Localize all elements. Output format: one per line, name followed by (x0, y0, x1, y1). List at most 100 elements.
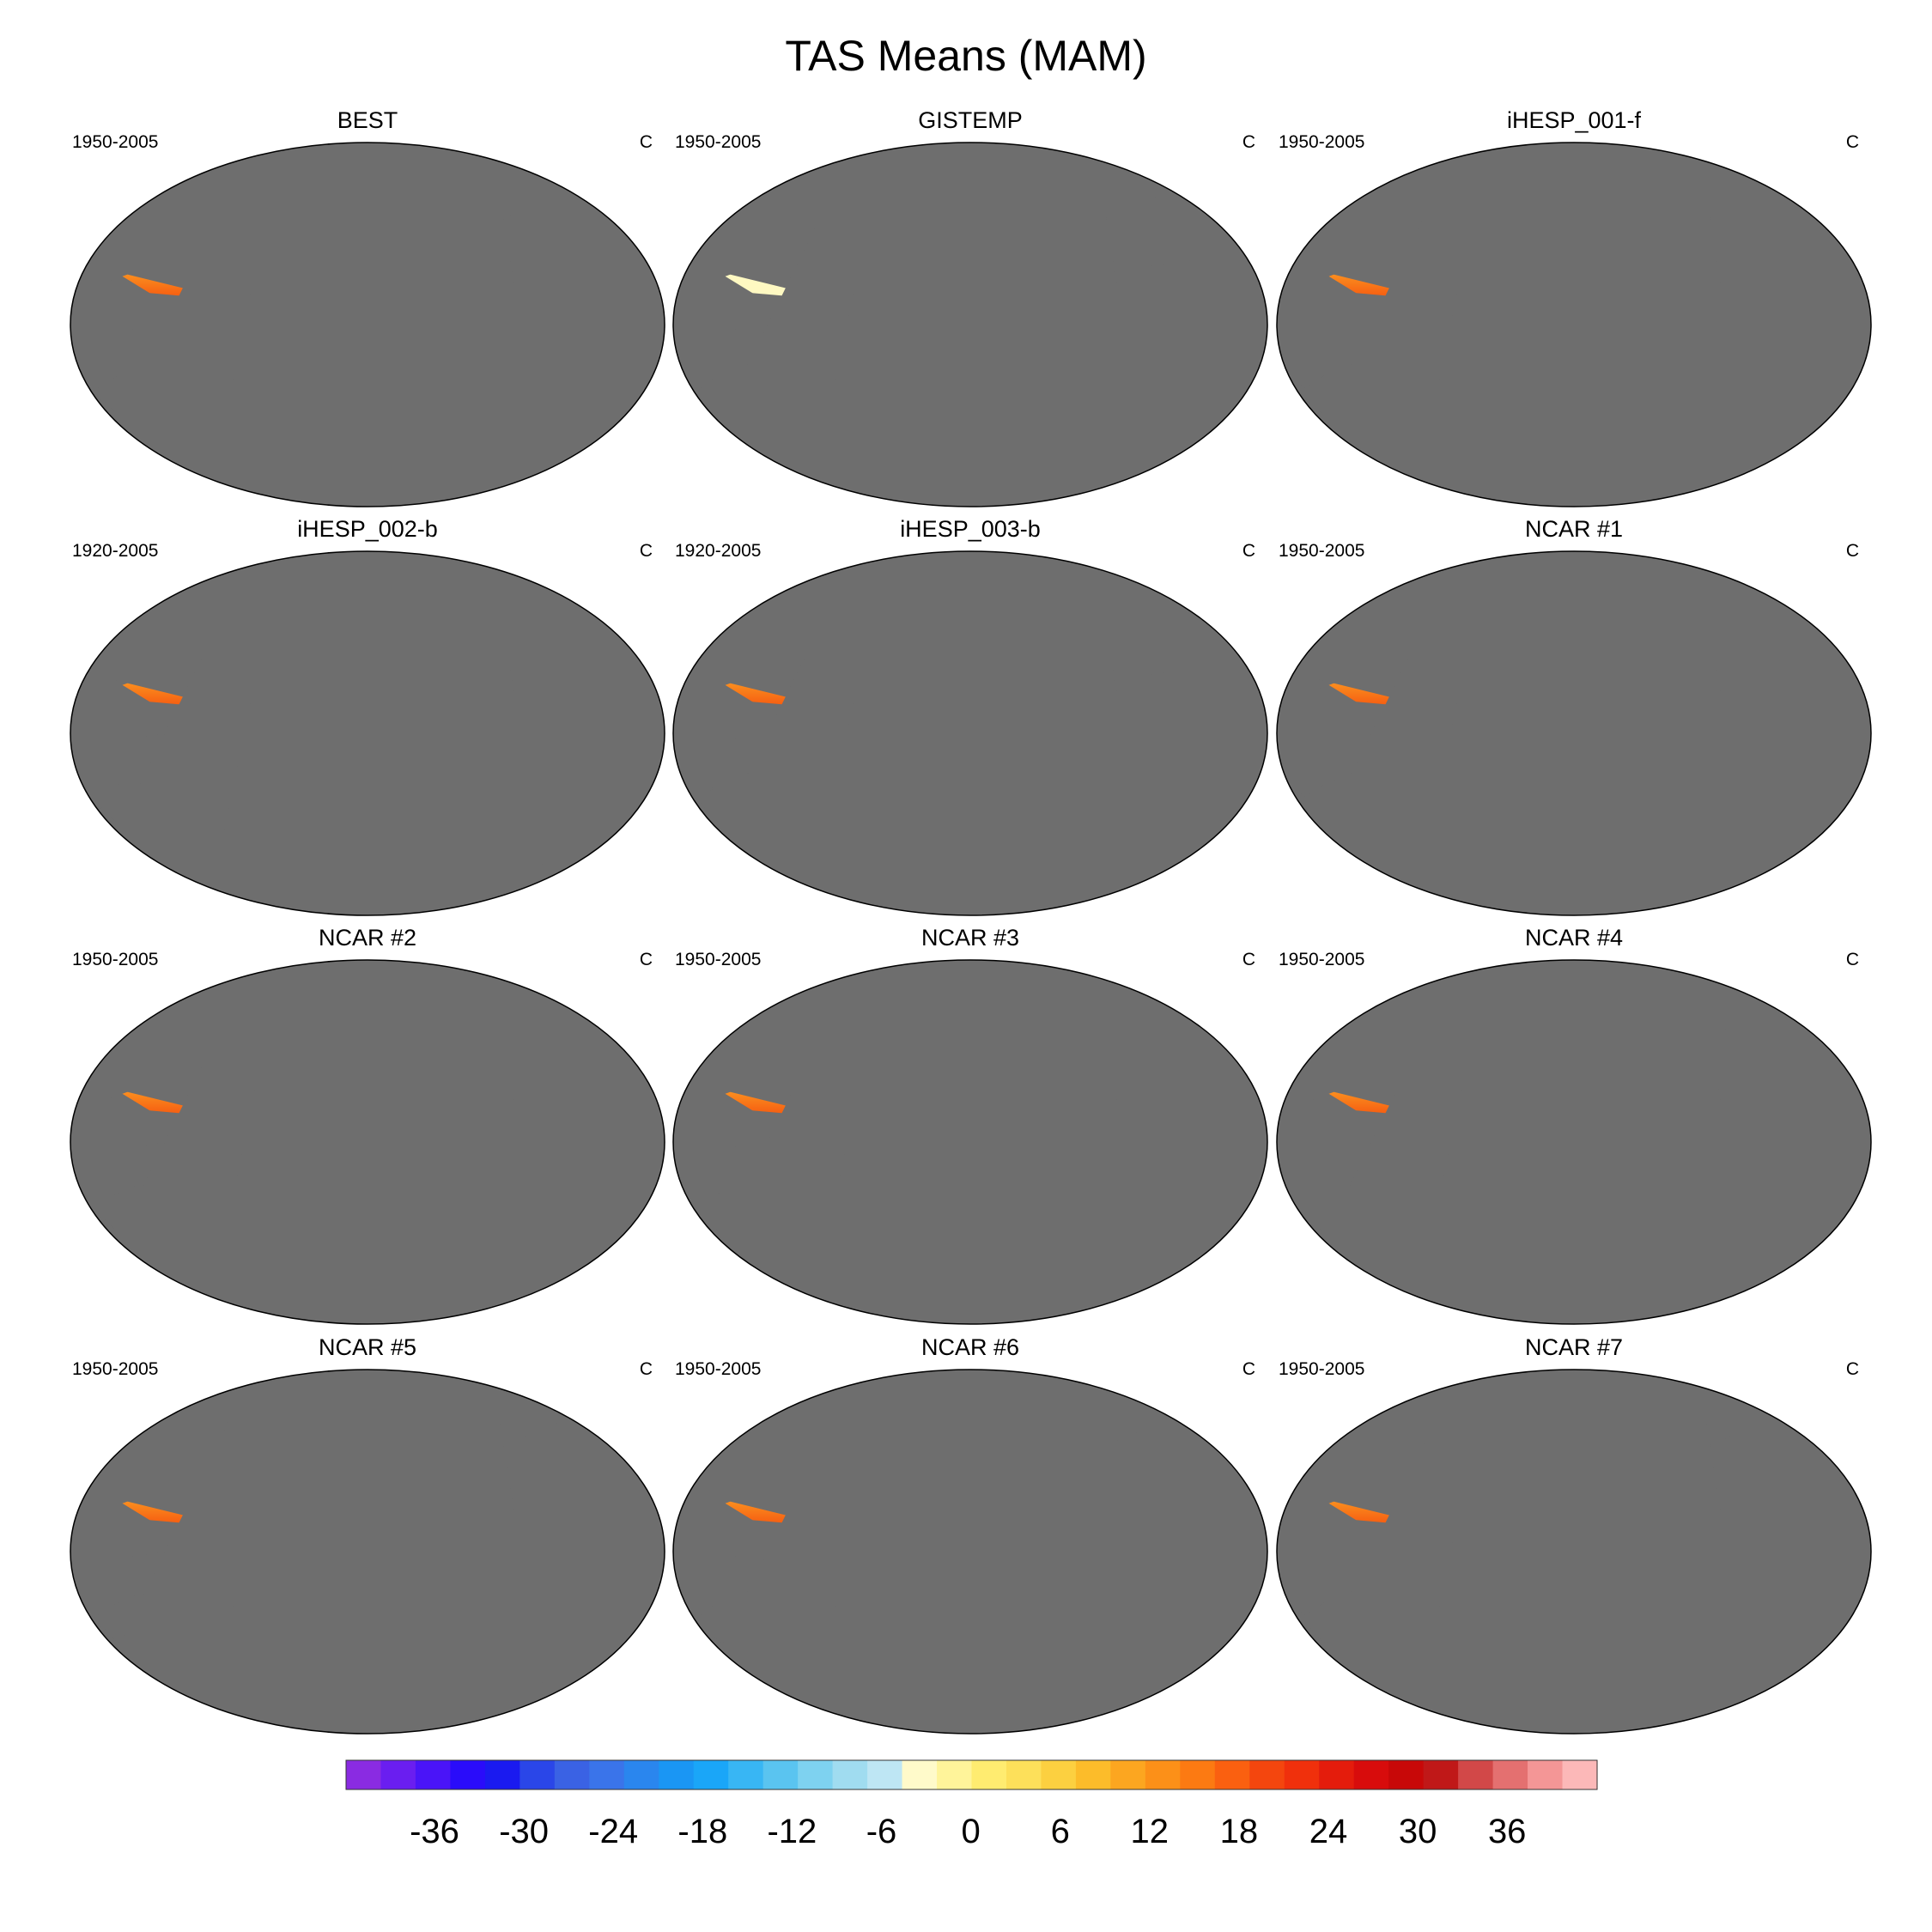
panel-title: iHESP_001-f (1507, 107, 1642, 133)
colorbar-swatch (346, 1760, 382, 1789)
map-outline (1276, 959, 1872, 1325)
map-outline (1276, 550, 1872, 916)
colorbar-tick-label: -36 (410, 1813, 459, 1850)
panel-title: iHESP_002-b (297, 516, 438, 542)
map-field (70, 1370, 665, 1734)
colorbar-swatch (937, 1760, 973, 1789)
colorbar-swatch (415, 1760, 452, 1789)
colorbar-swatch (1423, 1760, 1459, 1789)
colorbar-swatch (519, 1760, 556, 1789)
panel-title: BEST (337, 107, 398, 133)
colorbar-swatch (450, 1760, 486, 1789)
panel-period: 1950-2005 (72, 132, 158, 152)
map-panel: iHESP_001-f 1950-2005 C (1276, 107, 1872, 507)
colorbar-tick-label: 12 (1131, 1813, 1170, 1850)
panel-title: NCAR #2 (319, 925, 416, 951)
colorbar-swatch (832, 1760, 868, 1789)
map-field (70, 960, 665, 1324)
colorbar-swatch (867, 1760, 903, 1789)
map-field (673, 1370, 1267, 1734)
panel-title: NCAR #1 (1525, 516, 1623, 542)
panel-title: NCAR #5 (319, 1334, 416, 1360)
map-panel: BEST 1950-2005 C (70, 107, 665, 507)
map-outline (70, 550, 665, 916)
map-field (1277, 1370, 1871, 1734)
panel-units: C (640, 541, 653, 561)
map-outline (672, 959, 1268, 1325)
panel-period: 1950-2005 (1279, 541, 1364, 561)
colorbar-swatch (1249, 1760, 1285, 1789)
colorbar-swatch (484, 1760, 520, 1789)
colorbar-tick-label: 36 (1488, 1813, 1527, 1850)
colorbar-swatch (380, 1760, 416, 1789)
colorbar-swatch (798, 1760, 834, 1789)
map-outline (1276, 142, 1872, 507)
panel-units: C (640, 1359, 653, 1379)
map-outline (1276, 1369, 1872, 1735)
colorbar-tick-label: 6 (1051, 1813, 1070, 1850)
colorbar-swatch (1458, 1760, 1494, 1789)
map-panel: NCAR #2 1950-2005 C (70, 925, 665, 1325)
map-field (1277, 551, 1871, 915)
panel-units: C (640, 132, 653, 152)
map-outline (672, 1369, 1268, 1735)
panel-grid: BEST 1950-2005 C GISTEMP 1950-2005 CiHESP_001… (70, 107, 1872, 1735)
colorbar-tick-label: -30 (499, 1813, 549, 1850)
colorbar-tick-label: 0 (961, 1813, 980, 1850)
map-panel: NCAR #6 1950-2005 C (672, 1334, 1268, 1735)
panel-title: NCAR #3 (921, 925, 1019, 951)
colorbar-tick-label: -6 (866, 1813, 897, 1850)
panel-units: C (1846, 541, 1859, 561)
panel-units: C (1242, 950, 1255, 969)
panel-title: NCAR #4 (1525, 925, 1623, 951)
map-outline (70, 142, 665, 507)
map-panel: iHESP_002-b 1920-2005 C (70, 516, 665, 916)
colorbar-swatch (1284, 1760, 1320, 1789)
map-outline (672, 142, 1268, 507)
colorbar-tick-label: 18 (1220, 1813, 1259, 1850)
panel-title: NCAR #7 (1525, 1334, 1623, 1360)
map-outline (70, 959, 665, 1325)
map-outline (70, 1369, 665, 1735)
panel-units: C (1846, 132, 1859, 152)
colorbar-swatch (589, 1760, 625, 1789)
colorbar-tick-label: -18 (677, 1813, 727, 1850)
colorbar-swatch (902, 1760, 938, 1789)
colorbar: -36 -30 -24 -18 -12 -6 0 6 12 18 24 30 36 (345, 1759, 1598, 1850)
panel-units: C (1846, 1359, 1859, 1379)
panel-period: 1950-2005 (675, 132, 761, 152)
colorbar-swatch (1319, 1760, 1355, 1789)
panel-period: 1920-2005 (72, 541, 158, 561)
colorbar-tick-label: -24 (588, 1813, 638, 1850)
map-field (70, 143, 665, 507)
colorbar-swatch (1041, 1760, 1077, 1789)
map-field (1277, 960, 1871, 1324)
map-outline (672, 550, 1268, 916)
colorbar-swatch (1145, 1760, 1181, 1789)
colorbar-swatch (693, 1760, 729, 1789)
map-field (673, 551, 1267, 915)
map-panel: NCAR #1 1950-2005 C (1276, 516, 1872, 916)
panel-units: C (1846, 950, 1859, 969)
panel-title: GISTEMP (918, 107, 1023, 133)
panel-units: C (1242, 132, 1255, 152)
colorbar-swatch (728, 1760, 764, 1789)
colorbar-tick-label: 30 (1399, 1813, 1437, 1850)
colorbar-swatch (1214, 1760, 1250, 1789)
map-panel: NCAR #3 1950-2005 C (672, 925, 1268, 1325)
colorbar-swatch (1005, 1760, 1042, 1789)
colorbar-tick-label: 24 (1309, 1813, 1348, 1850)
panel-units: C (1242, 1359, 1255, 1379)
panel-period: 1950-2005 (1279, 1359, 1364, 1379)
panel-period: 1920-2005 (675, 541, 761, 561)
colorbar-swatch (554, 1760, 590, 1789)
panel-period: 1950-2005 (675, 1359, 761, 1379)
map-panel: NCAR #4 1950-2005 C (1276, 925, 1872, 1325)
map-panel: NCAR #7 1950-2005 C (1276, 1334, 1872, 1735)
colorbar-swatch (659, 1760, 695, 1789)
colorbar-swatch (1528, 1760, 1564, 1789)
panel-period: 1950-2005 (1279, 132, 1364, 152)
colorbar-swatch (1075, 1760, 1111, 1789)
panel-units: C (1242, 541, 1255, 561)
